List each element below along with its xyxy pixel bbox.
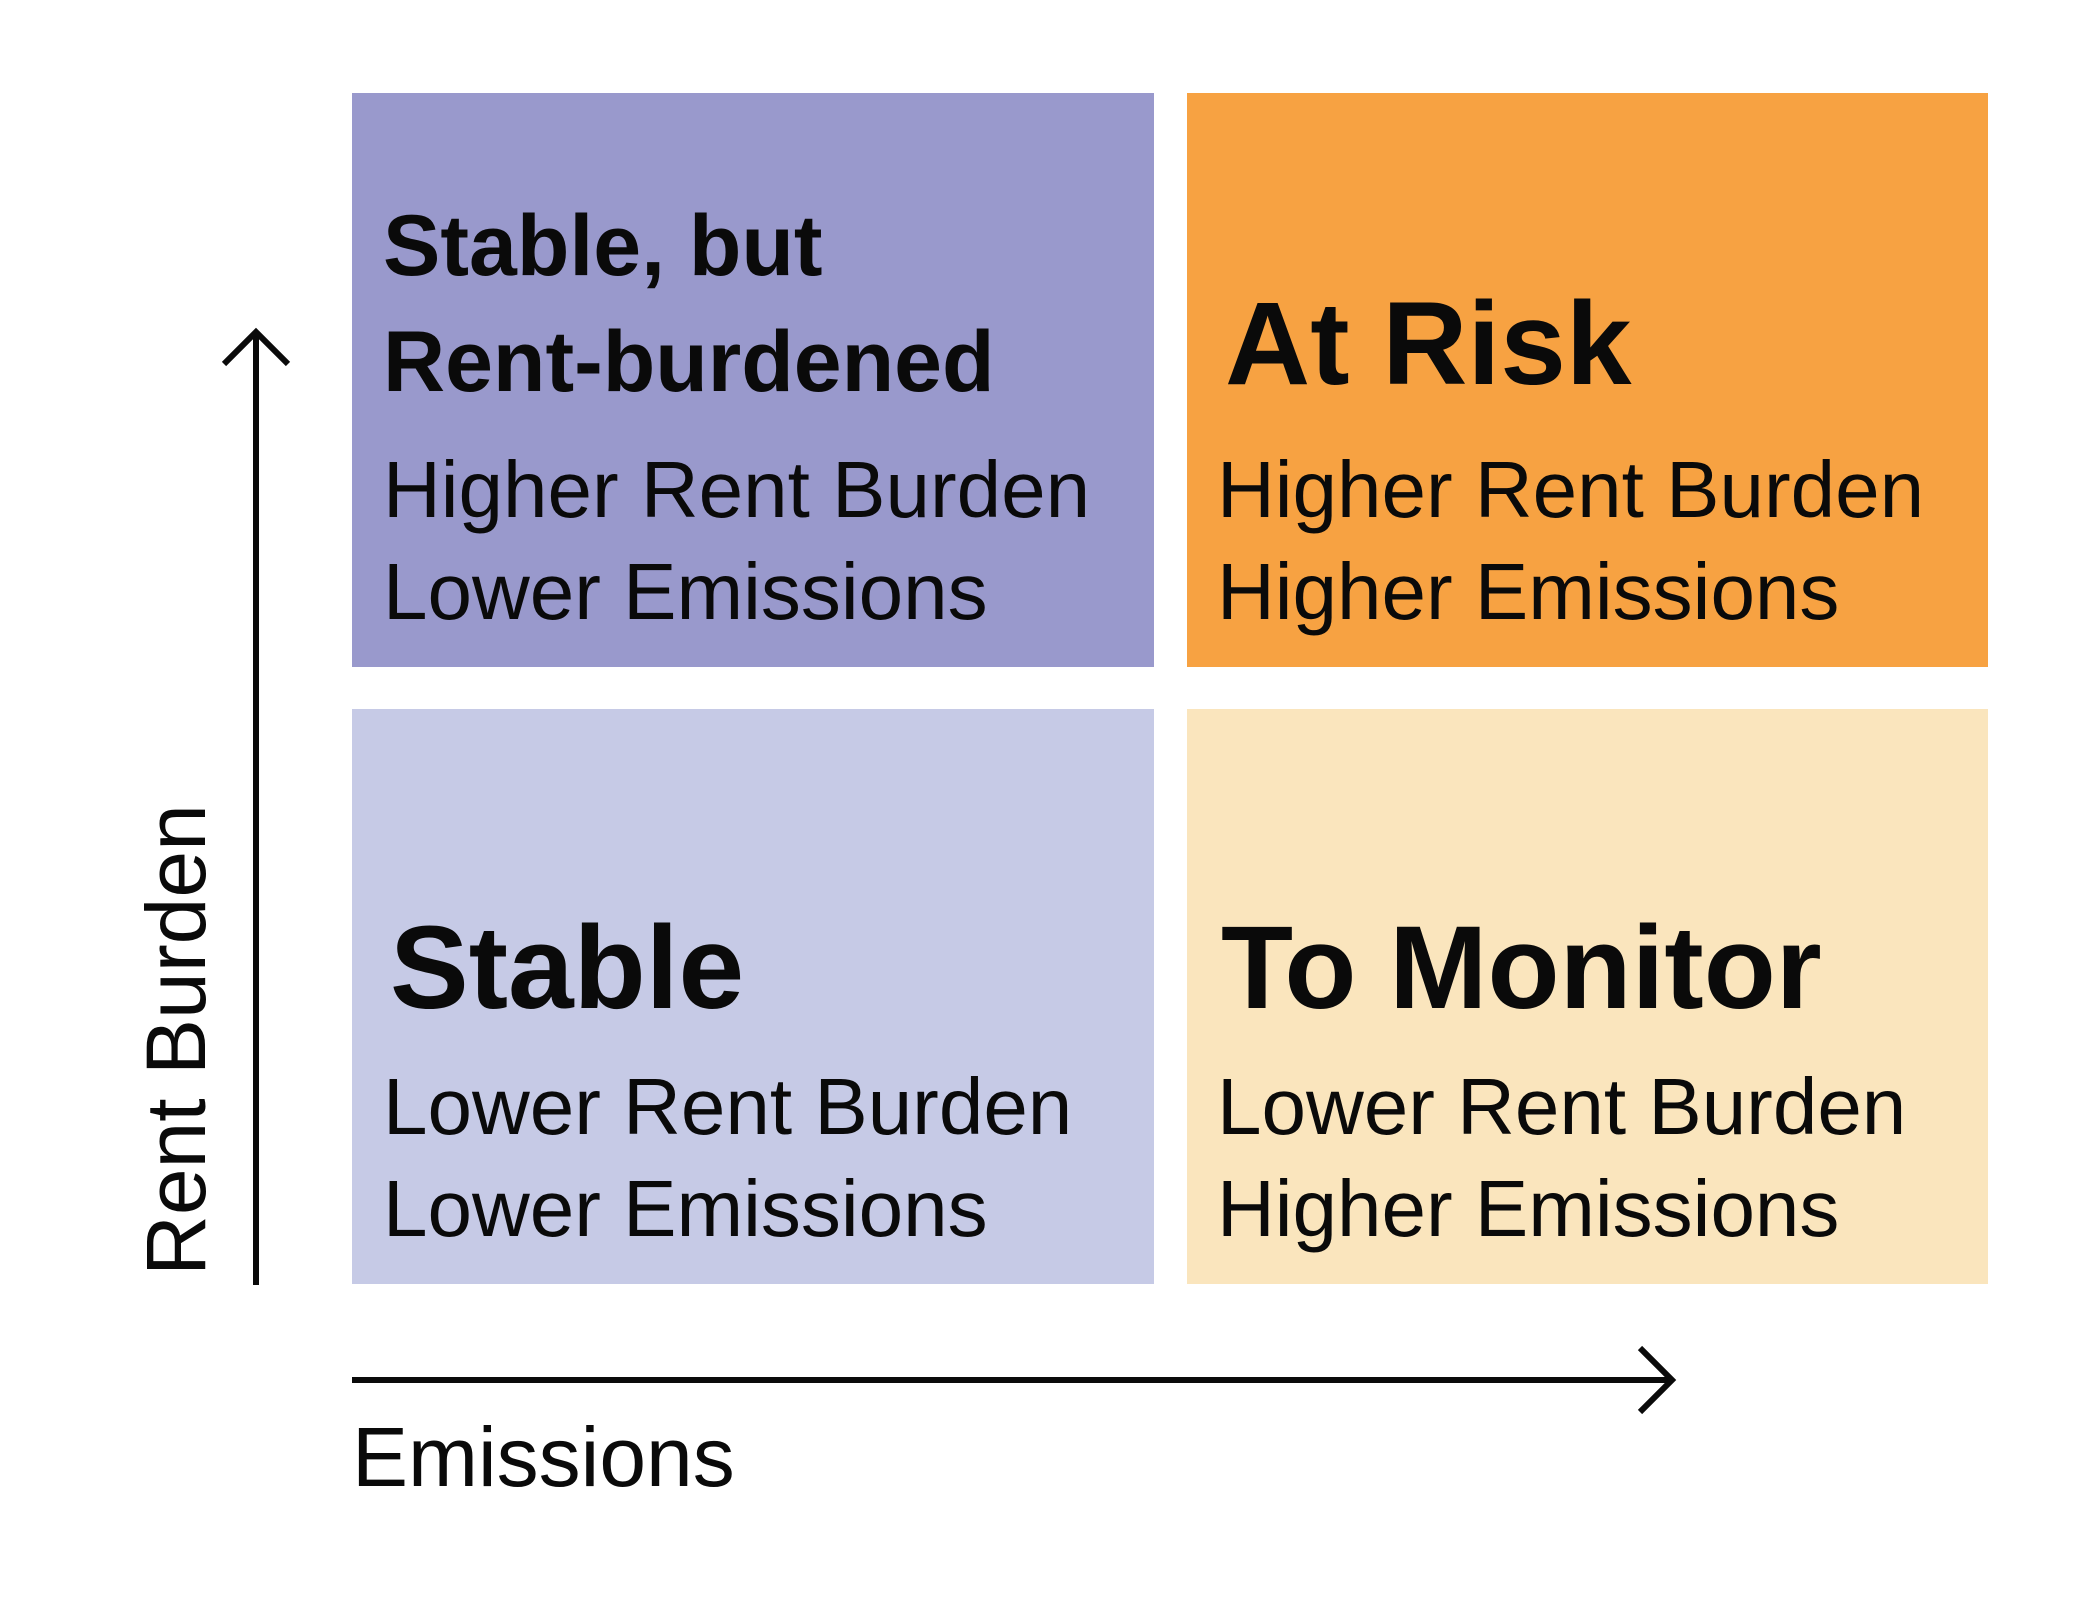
x-axis-arrow-icon [352, 1345, 1677, 1415]
quadrant-description: Higher Rent Burden [1217, 445, 1925, 534]
quadrant-title: Stable [390, 902, 745, 1034]
quadrant-title: Stable, but [383, 198, 823, 294]
quadrant-description: Higher Emissions [1217, 1164, 1840, 1253]
quadrant-description: Lower Emissions [383, 1164, 988, 1253]
quadrant-description: Lower Rent Burden [383, 1062, 1073, 1151]
quadrant-description: Lower Rent Burden [1217, 1062, 1907, 1151]
quadrant-title: Rent-burdened [383, 314, 995, 410]
quadrant-description: Higher Emissions [1217, 547, 1840, 636]
quadrant-title: At Risk [1225, 278, 1632, 410]
y-axis-label: Rent Burden [129, 804, 223, 1276]
quadrant-title: To Monitor [1221, 902, 1822, 1034]
quadrant-to-monitor: To Monitor Lower Rent Burden Higher Emis… [1187, 709, 1988, 1284]
quadrant-description: Higher Rent Burden [383, 445, 1091, 534]
quadrant-stable-rent-burdened: Stable, but Rent-burdened Higher Rent Bu… [352, 93, 1154, 667]
y-axis-arrow-icon [221, 327, 291, 1285]
quadrant-stable: Stable Lower Rent Burden Lower Emissions [352, 709, 1154, 1284]
x-axis-label: Emissions [352, 1410, 735, 1504]
quadrant-description: Lower Emissions [383, 547, 988, 636]
quadrant-at-risk: At Risk Higher Rent Burden Higher Emissi… [1187, 93, 1988, 667]
